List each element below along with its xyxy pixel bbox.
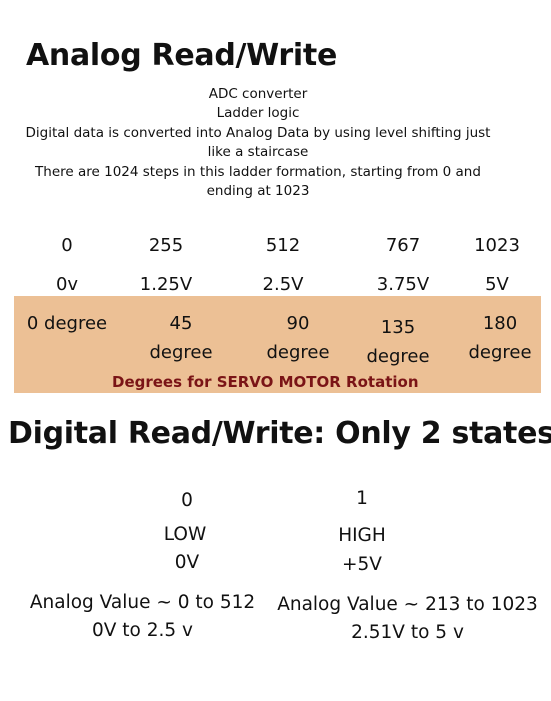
analog-line-4: like a staircase xyxy=(207,144,309,160)
servo-caption: Degrees for SERVO MOTOR Rotation xyxy=(112,373,419,391)
degree-180-line2: degree xyxy=(468,342,532,363)
voltage-3: 3.75V xyxy=(376,274,430,295)
degree-45: 45 degree xyxy=(136,309,226,367)
degree-90-line2: degree xyxy=(266,342,330,363)
low-bit: 0 xyxy=(181,490,193,511)
servo-degree-band xyxy=(14,296,541,393)
degree-135-line2: degree xyxy=(366,346,430,367)
degree-45-line2: degree xyxy=(149,342,213,363)
high-analog-range: Analog Value ~ 213 to 1023 xyxy=(277,594,538,615)
voltage-0: 0v xyxy=(55,274,79,295)
low-voltage: 0V xyxy=(174,552,200,573)
step-value-0: 0 xyxy=(61,235,73,256)
analog-line-1: ADC converter xyxy=(208,86,308,102)
high-state: HIGH xyxy=(338,525,386,546)
degree-45-line1: 45 xyxy=(169,313,193,334)
voltage-2: 2.5V xyxy=(262,274,304,295)
degree-90: 90 degree xyxy=(253,309,343,367)
analog-line-3: Digital data is converted into Analog Da… xyxy=(25,125,491,141)
digital-title: Digital Read/Write: Only 2 states xyxy=(8,416,551,451)
voltage-4: 5V xyxy=(485,274,509,295)
high-voltage: +5V xyxy=(342,554,382,575)
analog-title: Analog Read/Write xyxy=(26,38,337,73)
analog-line-5: There are 1024 steps in this ladder form… xyxy=(35,164,481,180)
degree-135: 135 degree xyxy=(353,313,443,371)
degree-0-line1: 0 degree xyxy=(26,313,108,334)
low-voltage-range: 0V to 2.5 v xyxy=(91,620,193,641)
analog-line-2: Ladder logic xyxy=(216,105,300,121)
step-value-512: 512 xyxy=(265,235,301,256)
step-value-767: 767 xyxy=(385,235,421,256)
step-value-255: 255 xyxy=(148,235,184,256)
low-analog-range: Analog Value ~ 0 to 512 xyxy=(29,592,256,613)
high-bit: 1 xyxy=(356,488,368,509)
high-voltage-range: 2.51V to 5 v xyxy=(351,622,464,643)
low-state: LOW xyxy=(163,524,207,545)
degree-0: 0 degree xyxy=(17,309,117,338)
analog-line-6: ending at 1023 xyxy=(206,183,310,199)
degree-135-line1: 135 xyxy=(380,317,416,338)
degree-180-line1: 180 xyxy=(482,313,518,334)
degree-180: 180 degree xyxy=(455,309,545,367)
step-value-1023: 1023 xyxy=(474,235,520,256)
degree-90-line1: 90 xyxy=(286,313,310,334)
voltage-1: 1.25V xyxy=(139,274,193,295)
